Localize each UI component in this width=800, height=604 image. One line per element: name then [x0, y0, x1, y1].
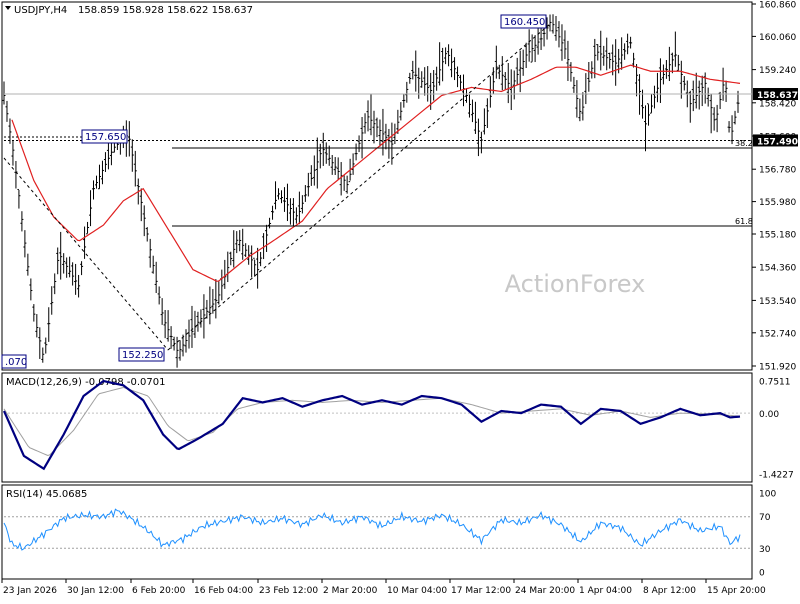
- peak-label-box: [500, 14, 547, 29]
- time-tick-label: 30 Jan 12:00: [67, 586, 124, 596]
- macd-title: MACD(12,26,9) -0.0798 -0.0701: [6, 377, 166, 388]
- price-tick-label: 151.920: [759, 363, 796, 373]
- rsi-tick-label: 100: [759, 490, 776, 500]
- time-tick-label: 10 Mar 04:00: [387, 586, 447, 596]
- price-tick-label: 154.360: [759, 264, 796, 274]
- fib-38-price-value: 157.490: [757, 137, 798, 147]
- macd-panel-frame: [1, 372, 753, 483]
- time-tick-label: 1 Apr 04:00: [579, 586, 632, 596]
- time-tick-label: 16 Feb 04:00: [194, 586, 253, 596]
- price-tick-label: 152.740: [759, 329, 796, 339]
- symbol-timeframe: USDJPY,H4: [14, 5, 67, 16]
- swing-low-label: 152.250: [122, 350, 163, 361]
- price-annotations: 160.450 157.650 152.250 .070 158.637 157.490: [1, 14, 798, 369]
- price-panel: USDJPY,H4 158.859 158.928 158.622 158.63…: [1, 1, 798, 373]
- swing-high-label-box: [81, 129, 128, 144]
- rsi-tick-label: 0: [759, 569, 765, 579]
- rsi-title: RSI(14) 45.0685: [6, 489, 87, 500]
- fib-61-label: 61.8: [735, 217, 753, 226]
- macd-plot: 0.00: [2, 379, 798, 471]
- fib-38-label: 38.2: [735, 139, 753, 148]
- price-tick-label: 156.780: [759, 166, 796, 176]
- price-tick-label: 153.540: [759, 297, 796, 307]
- macd-current-value: 0.00: [759, 410, 779, 420]
- swing-low-label-box: [118, 347, 165, 362]
- price-tick-label: 155.980: [759, 198, 796, 208]
- rsi-line: [3, 508, 741, 551]
- rsi-axis: 100 70 30 0: [759, 490, 776, 579]
- rsi-tick-label: 30: [759, 545, 771, 555]
- moving-average-line: [11, 64, 741, 282]
- time-tick-label: 2 Mar 20:00: [323, 586, 378, 596]
- macd-panel: MACD(12,26,9) -0.0798 -0.0701 0.7511 0.00…: [1, 372, 798, 483]
- time-tick-label: 8 Apr 12:00: [643, 586, 696, 596]
- price-tick-label: 159.240: [759, 66, 796, 76]
- rsi-plot: [3, 508, 752, 551]
- low-label: .070: [5, 357, 27, 368]
- macd-tick-label: 0.7511: [759, 378, 791, 388]
- low-label-box: [1, 354, 27, 369]
- current-price-box: [753, 88, 798, 101]
- macd-current-box: [753, 407, 798, 420]
- dropdown-triangle-icon[interactable]: [5, 6, 11, 10]
- price-panel-frame: [1, 1, 753, 371]
- watermark: ActionForex: [505, 270, 646, 298]
- time-tick-label: 24 Mar 20:00: [515, 586, 575, 596]
- fib-38-price-box: [753, 134, 798, 147]
- price-tick-label: 160.860: [759, 1, 796, 11]
- peak-label: 160.450: [504, 17, 545, 28]
- price-tick-label: 158.420: [759, 99, 796, 109]
- current-price-value: 158.637: [757, 91, 798, 101]
- time-tick-label: 23 Feb 12:00: [259, 586, 318, 596]
- time-tick-label: 6 Feb 20:00: [132, 586, 186, 596]
- price-tick-label: 155.180: [759, 230, 796, 240]
- swing-high-label: 157.650: [85, 132, 126, 143]
- time-tick-label: 17 Mar 12:00: [451, 586, 511, 596]
- ohlc-values: 158.859 158.928 158.622 158.637: [78, 5, 253, 16]
- rsi-panel: RSI(14) 45.0685 100 70 30 0: [1, 484, 776, 580]
- time-tick-label: 15 Apr 20:00: [707, 586, 766, 596]
- time-tick-label: 23 Jan 2026: [3, 586, 57, 596]
- macd-tick-label: -1.4227: [759, 471, 794, 481]
- trendline-down: [3, 157, 169, 351]
- macd-main-line: [2, 379, 741, 471]
- rsi-panel-frame: [1, 484, 753, 580]
- price-tick-label: 160.060: [759, 33, 796, 43]
- time-axis: 23 Jan 2026 30 Jan 12:00 6 Feb 20:00 16 Feb…: [1, 579, 766, 596]
- rsi-tick-label: 70: [759, 513, 771, 523]
